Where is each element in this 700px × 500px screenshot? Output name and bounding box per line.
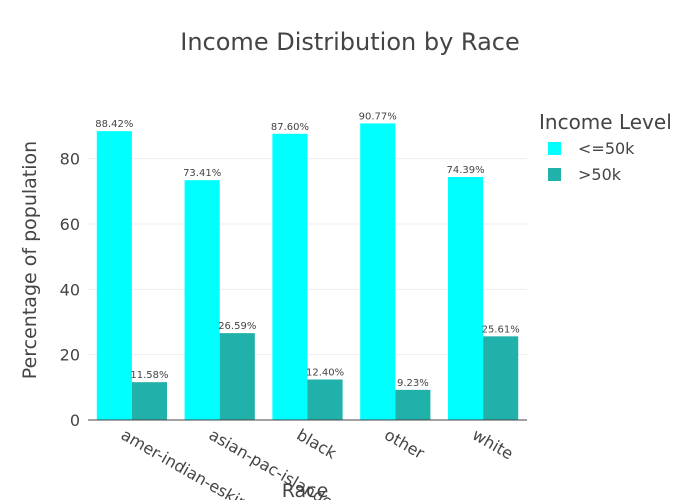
- bar: [360, 123, 396, 420]
- y-tick-label: 80: [60, 150, 80, 169]
- legend-label: <=50k: [578, 139, 635, 158]
- bar: [395, 389, 431, 420]
- y-axis-title: Percentage of population: [19, 141, 41, 379]
- legend-label: >50k: [578, 165, 622, 184]
- bar: [96, 131, 132, 420]
- data-label: 73.41%: [183, 168, 221, 179]
- x-axis-title: Race: [282, 480, 329, 500]
- data-label: 25.61%: [482, 324, 520, 335]
- data-labels: 88.42% 11.58% 73.41% 26.59% 87.60% 12.40% 90.7…: [95, 111, 519, 388]
- bar: [131, 382, 168, 420]
- data-label: 74.39%: [446, 165, 484, 176]
- bar: [447, 176, 484, 420]
- chart-title: Income Distribution by Race: [180, 28, 519, 56]
- data-label: 9.23%: [397, 378, 429, 389]
- legend-swatch: [548, 142, 561, 155]
- bars: [96, 123, 519, 420]
- data-label: 88.42%: [95, 119, 133, 130]
- data-label: 11.58%: [130, 370, 168, 381]
- y-tick-label: 20: [60, 346, 80, 365]
- data-label: 90.77%: [359, 111, 397, 122]
- data-label: 87.60%: [271, 122, 309, 133]
- legend-title: Income Level: [539, 110, 672, 134]
- bar: [184, 180, 220, 420]
- bar: [272, 133, 308, 420]
- y-tick-label: 0: [70, 411, 80, 430]
- legend-swatch: [548, 168, 561, 181]
- data-label: 26.59%: [218, 321, 256, 332]
- data-label: 12.40%: [306, 367, 344, 378]
- bar: [307, 379, 343, 420]
- bar: [219, 333, 255, 420]
- y-ticks: 0 20 40 60 80: [60, 150, 80, 430]
- bar: [483, 336, 519, 420]
- y-tick-label: 40: [60, 280, 80, 299]
- legend: Income Level <=50k >50k: [539, 110, 672, 184]
- y-tick-label: 60: [60, 215, 80, 234]
